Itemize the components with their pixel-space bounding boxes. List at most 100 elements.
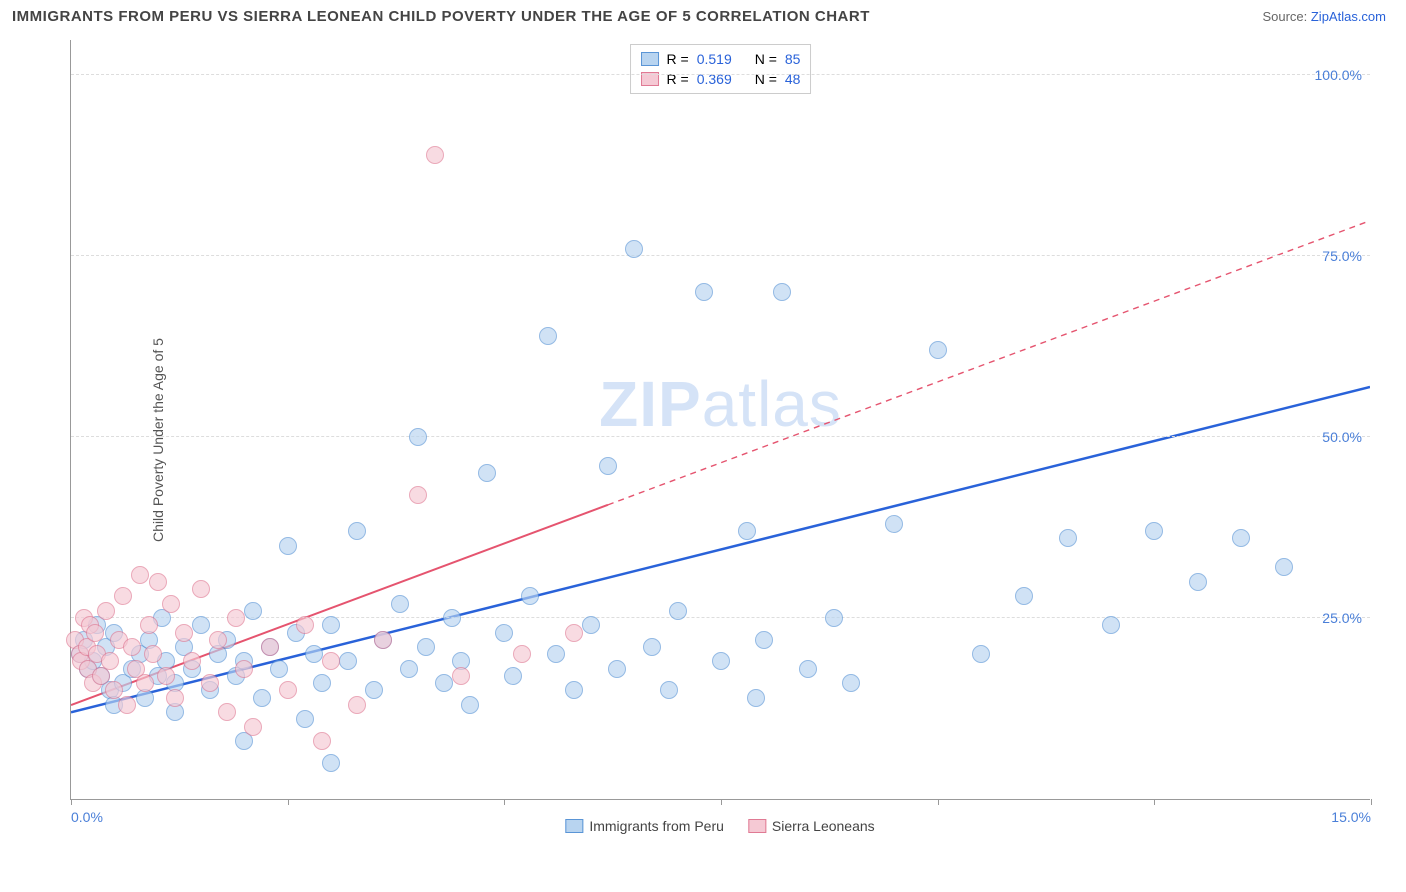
data-point — [435, 674, 453, 692]
data-point — [755, 631, 773, 649]
data-point — [539, 327, 557, 345]
legend-swatch — [748, 819, 766, 833]
data-point — [131, 566, 149, 584]
data-point — [123, 638, 141, 656]
data-point — [348, 696, 366, 714]
x-tick-label: 0.0% — [71, 809, 103, 825]
data-point — [244, 602, 262, 620]
data-point — [625, 240, 643, 258]
x-tick — [1371, 799, 1372, 805]
legend-item: Sierra Leoneans — [748, 818, 875, 834]
data-point — [166, 689, 184, 707]
data-point — [799, 660, 817, 678]
data-point — [227, 609, 245, 627]
data-point — [144, 645, 162, 663]
data-point — [417, 638, 435, 656]
scatter-plot: ZIPatlas R =0.519N =85R =0.369N =48 25.0… — [70, 40, 1370, 800]
data-point — [695, 283, 713, 301]
data-point — [235, 660, 253, 678]
data-point — [773, 283, 791, 301]
trend-lines — [71, 40, 1370, 799]
data-point — [1145, 522, 1163, 540]
data-point — [443, 609, 461, 627]
legend-swatch — [565, 819, 583, 833]
data-point — [409, 486, 427, 504]
data-point — [409, 428, 427, 446]
data-point — [513, 645, 531, 663]
correlation-legend: R =0.519N =85R =0.369N =48 — [630, 44, 812, 94]
data-point — [1102, 616, 1120, 634]
data-point — [140, 616, 158, 634]
chart-title: IMMIGRANTS FROM PERU VS SIERRA LEONEAN C… — [12, 8, 870, 25]
y-tick-label: 100.0% — [1315, 67, 1362, 83]
data-point — [452, 667, 470, 685]
data-point — [313, 732, 331, 750]
data-point — [339, 652, 357, 670]
chart-area: Child Poverty Under the Age of 5 ZIPatla… — [50, 40, 1390, 840]
data-point — [669, 602, 687, 620]
legend-label: Sierra Leoneans — [772, 818, 875, 834]
data-point — [101, 652, 119, 670]
data-point — [565, 624, 583, 642]
x-tick — [721, 799, 722, 805]
data-point — [738, 522, 756, 540]
data-point — [365, 681, 383, 699]
gridline — [71, 436, 1370, 437]
legend-row: R =0.519N =85 — [641, 49, 801, 69]
data-point — [97, 602, 115, 620]
gridline — [71, 255, 1370, 256]
y-tick-label: 50.0% — [1322, 429, 1362, 445]
data-point — [608, 660, 626, 678]
data-point — [348, 522, 366, 540]
data-point — [270, 660, 288, 678]
data-point — [504, 667, 522, 685]
x-tick — [938, 799, 939, 805]
data-point — [296, 710, 314, 728]
gridline — [71, 74, 1370, 75]
data-point — [313, 674, 331, 692]
legend-label: Immigrants from Peru — [589, 818, 724, 834]
source-link[interactable]: ZipAtlas.com — [1311, 9, 1386, 24]
data-point — [192, 616, 210, 634]
data-point — [218, 703, 236, 721]
data-point — [192, 580, 210, 598]
data-point — [842, 674, 860, 692]
data-point — [175, 624, 193, 642]
data-point — [391, 595, 409, 613]
data-point — [660, 681, 678, 699]
r-value: 0.519 — [697, 51, 747, 67]
data-point — [162, 595, 180, 613]
data-point — [114, 587, 132, 605]
data-point — [643, 638, 661, 656]
data-point — [521, 587, 539, 605]
data-point — [747, 689, 765, 707]
gridline — [71, 617, 1370, 618]
series-legend: Immigrants from Peru Sierra Leoneans — [565, 818, 874, 834]
data-point — [279, 681, 297, 699]
data-point — [157, 667, 175, 685]
watermark: ZIPatlas — [599, 367, 842, 441]
legend-row: R =0.369N =48 — [641, 69, 801, 89]
source-attribution: Source: ZipAtlas.com — [1262, 9, 1386, 24]
data-point — [582, 616, 600, 634]
data-point — [374, 631, 392, 649]
data-point — [565, 681, 583, 699]
data-point — [201, 674, 219, 692]
legend-item: Immigrants from Peru — [565, 818, 724, 834]
data-point — [209, 631, 227, 649]
data-point — [149, 573, 167, 591]
data-point — [105, 681, 123, 699]
data-point — [322, 616, 340, 634]
data-point — [400, 660, 418, 678]
data-point — [261, 638, 279, 656]
data-point — [253, 689, 271, 707]
data-point — [547, 645, 565, 663]
data-point — [86, 624, 104, 642]
data-point — [296, 616, 314, 634]
data-point — [279, 537, 297, 555]
x-tick — [71, 799, 72, 805]
data-point — [322, 652, 340, 670]
data-point — [825, 609, 843, 627]
data-point — [1015, 587, 1033, 605]
data-point — [495, 624, 513, 642]
